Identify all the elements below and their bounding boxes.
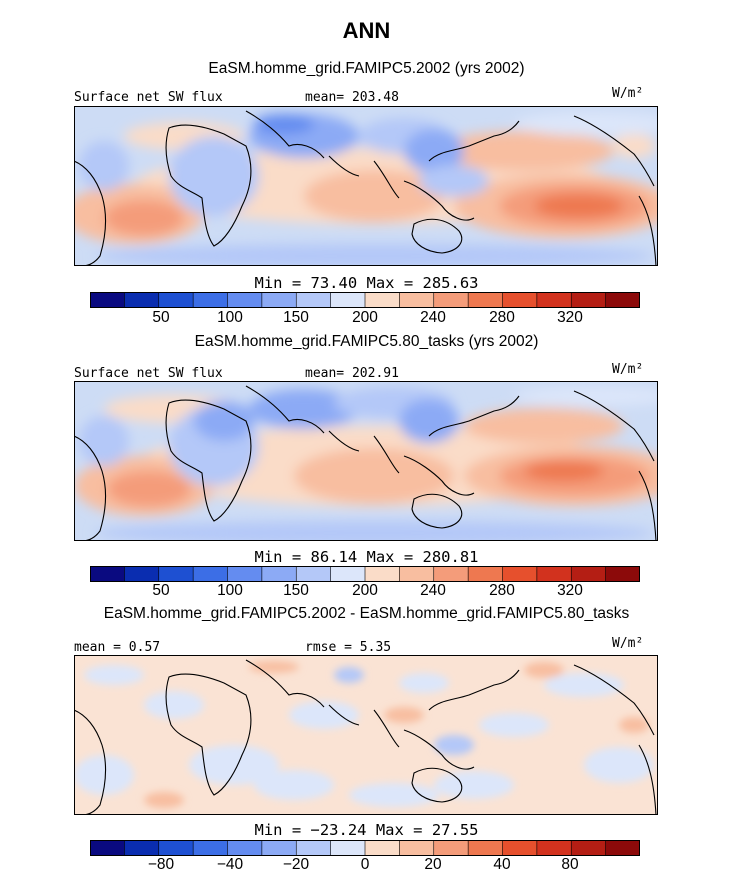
colorbar-border [90, 840, 640, 856]
colorbar-segment [261, 292, 297, 308]
panel1-minmax: Min = 73.40 Max = 285.63 [254, 274, 479, 292]
panel3-rmse: rmse = 5.35 [305, 640, 392, 655]
panel2-cb-tick: 50 [152, 582, 170, 599]
colorbar-segment [536, 840, 572, 856]
colorbar-segment [295, 840, 332, 856]
panel3-cb-tick: −80 [147, 856, 175, 873]
panel3-cb-tick: 0 [360, 856, 370, 873]
panel3-map [74, 655, 658, 815]
panel1-cb-tick: 50 [152, 309, 170, 326]
panel1-mean: mean= 203.48 [305, 90, 399, 105]
panel1-cb-tick: 150 [283, 309, 309, 326]
panel3-cb-tick: −40 [216, 856, 244, 873]
panel1-units: W/m² [612, 86, 644, 101]
colorbar-segment [399, 292, 435, 308]
panel1-subtitle: EaSM.homme_grid.FAMIPC5.2002 (yrs 2002) [208, 60, 525, 77]
colorbar-segment [536, 292, 572, 308]
colorbar-segment [433, 840, 469, 856]
panel2-coastlines [74, 385, 657, 541]
panel3-cb-tick: −20 [282, 856, 310, 873]
colorbar-segment [124, 292, 160, 308]
colorbar-segment [124, 566, 160, 582]
colorbar-segment [295, 566, 332, 582]
panel3-subtitle: EaSM.homme_grid.FAMIPC5.2002 - EaSM.homm… [103, 605, 630, 622]
panel1-cb-tick: 100 [217, 309, 243, 326]
colorbar-segment [192, 566, 229, 582]
colorbar-segment [467, 292, 504, 308]
colorbar-segment [330, 292, 366, 308]
colorbar-segment [158, 566, 194, 582]
panel3-cb-tick: 80 [561, 856, 579, 873]
colorbar-segment [467, 840, 504, 856]
colorbar-segment [364, 566, 400, 582]
colorbar-border [90, 566, 640, 582]
panel2-colorbar [90, 566, 640, 582]
panel2-variable-label: Surface net SW flux [74, 366, 223, 381]
panel3-cb-tick: 20 [424, 856, 442, 873]
colorbar-segment [330, 566, 366, 582]
colorbar-segment [158, 840, 194, 856]
panel3-minmax: Min = −23.24 Max = 27.55 [254, 821, 479, 839]
colorbar-segment [192, 840, 229, 856]
panel2-mean: mean= 202.91 [305, 366, 399, 381]
colorbar-segment [502, 840, 538, 856]
colorbar-segment [261, 840, 297, 856]
colorbar-segment [570, 840, 607, 856]
colorbar-segment [192, 292, 229, 308]
colorbar-segment [570, 566, 607, 582]
colorbar-segment [467, 566, 504, 582]
colorbar-segment [330, 840, 366, 856]
panel1-cb-tick: 200 [352, 309, 378, 326]
colorbar-segment [90, 840, 125, 856]
colorbar-segment [90, 566, 125, 582]
colorbar-segment [399, 840, 435, 856]
panel2-subtitle: EaSM.homme_grid.FAMIPC5.80_tasks (yrs 20… [194, 333, 539, 350]
colorbar-segment [295, 292, 332, 308]
panel2-cb-tick: 100 [217, 582, 243, 599]
panel3-units: W/m² [612, 636, 644, 651]
colorbar-segment [227, 292, 263, 308]
colorbar-segment [605, 292, 640, 308]
panel3-colorbar [90, 840, 640, 856]
panel2-cb-tick: 240 [420, 582, 446, 599]
panel3-mean: mean = 0.57 [74, 640, 161, 655]
panel2-minmax: Min = 86.14 Max = 280.81 [254, 548, 479, 566]
colorbar-segment [90, 292, 125, 308]
panel2-cb-tick: 280 [489, 582, 515, 599]
panel1-cb-tick: 240 [420, 309, 446, 326]
colorbar-border [90, 292, 640, 308]
panel1-map [74, 106, 658, 266]
panel1-variable-label: Surface net SW flux [74, 90, 223, 105]
panel1-coastlines [74, 110, 657, 266]
colorbar-segment [227, 840, 263, 856]
panel3-cb-tick: 40 [493, 856, 511, 873]
panel3-coastlines [74, 659, 657, 815]
colorbar-segment [433, 292, 469, 308]
colorbar-segment [124, 840, 160, 856]
colorbar-segment [158, 292, 194, 308]
panel2-cb-tick: 150 [283, 582, 309, 599]
colorbar-segment [502, 566, 538, 582]
panel2-map [74, 381, 658, 541]
colorbar-segment [399, 566, 435, 582]
colorbar-segment [364, 840, 400, 856]
panel1-colorbar [90, 292, 640, 308]
colorbar-segment [227, 566, 263, 582]
colorbar-segment [536, 566, 572, 582]
colorbar-segment [433, 566, 469, 582]
panel2-cb-tick: 200 [352, 582, 378, 599]
colorbar-segment [502, 292, 538, 308]
panel2-cb-tick: 320 [557, 582, 583, 599]
colorbar-segment [261, 566, 297, 582]
colorbar-segment [364, 292, 400, 308]
panel1-cb-tick: 320 [557, 309, 583, 326]
figure-title: ANN [342, 18, 391, 43]
colorbar-segment [605, 566, 640, 582]
panel2-units: W/m² [612, 362, 644, 377]
colorbar-segment [570, 292, 607, 308]
colorbar-segment [605, 840, 640, 856]
panel1-cb-tick: 280 [489, 309, 515, 326]
